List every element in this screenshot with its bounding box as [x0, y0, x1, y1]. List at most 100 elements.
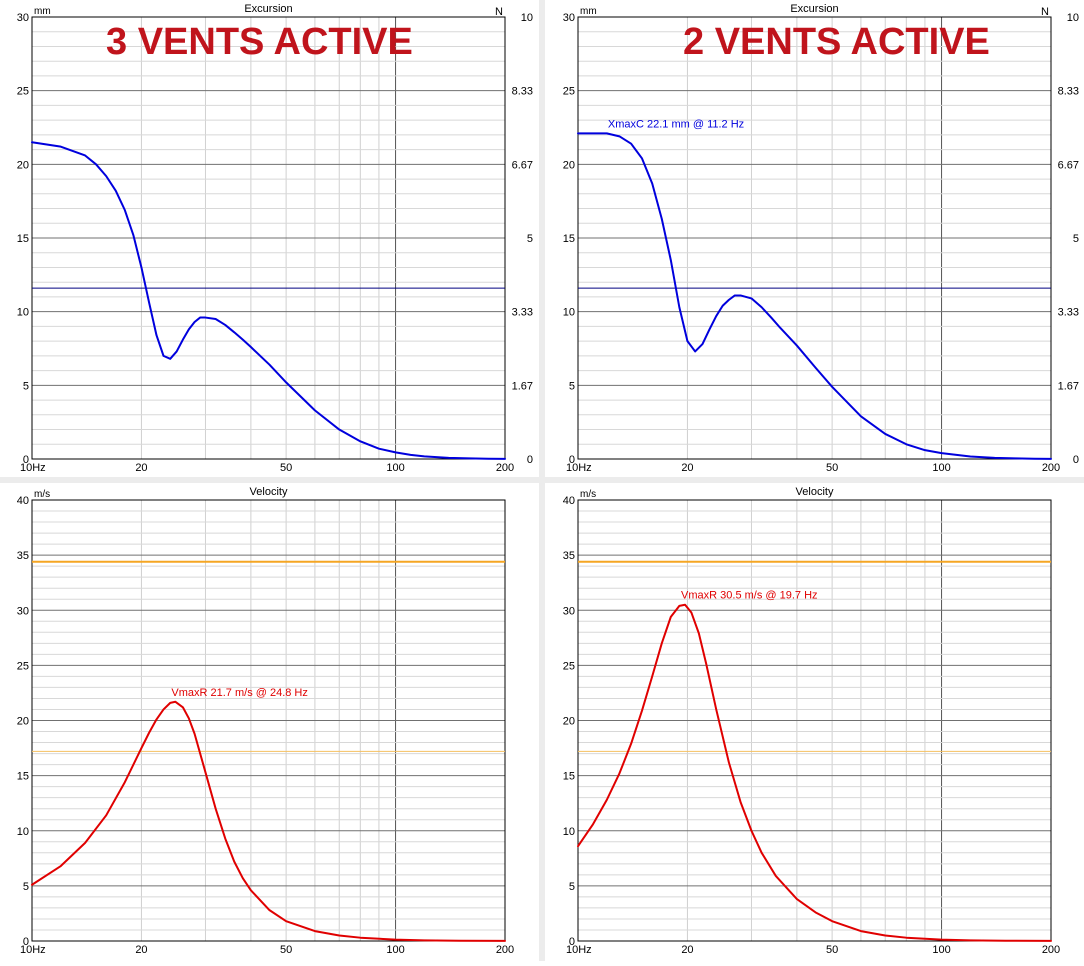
y-tick-label: 5	[569, 881, 575, 893]
annotation-label: VmaxR 21.7 m/s @ 24.8 Hz	[171, 687, 308, 699]
y-tick-label: 15	[563, 771, 575, 783]
y2-axis-unit: N	[495, 6, 503, 18]
y-axis-unit: m/s	[34, 489, 50, 500]
x-tick-label: 200	[1042, 462, 1060, 474]
y-tick-label: 0	[569, 936, 575, 948]
x-tick-label: 10Hz	[20, 944, 46, 956]
y-tick-label: 25	[563, 660, 575, 672]
chart-title: Excursion	[244, 3, 292, 15]
series-line-0	[577, 603, 1052, 942]
velocity-chart-3-vents: 0 5 10 15 20 25 30 35 40 10Hz 20 50 100 200 Velocity m/…	[17, 486, 514, 956]
horizontal-divider	[0, 477, 1084, 483]
y-tick-label: 15	[17, 233, 29, 245]
y2-tick-label: 1.67	[512, 380, 533, 392]
y-tick-label: 20	[17, 159, 29, 171]
y2-tick-label: 3.33	[1058, 307, 1079, 319]
y2-tick-label: 10	[1067, 12, 1079, 24]
x-tick-label: 100	[386, 462, 404, 474]
annotation-label: XmaxC 22.1 mm @ 11.2 Hz	[608, 118, 744, 130]
x-tick-label: 10Hz	[20, 462, 46, 474]
y-tick-label: 10	[563, 307, 575, 319]
velocity-panel-2-vents: 0 5 10 15 20 25 30 35 40 10Hz 20 50 100 200 Velocity m/…	[545, 483, 1084, 961]
banner-text: 3 VENTS ACTIVE	[106, 21, 413, 63]
y-tick-label: 25	[563, 86, 575, 98]
excursion-chart-3-vents: 0 5 10 15 20 25 30 0 1.67 3.33 5 6.67 8.33 10 10Hz 20 50…	[17, 3, 533, 474]
y-tick-label: 20	[17, 716, 29, 728]
excursion-panel-3-vents: 0 5 10 15 20 25 30 0 1.67 3.33 5 6.67 8.33 10 10Hz 20 50…	[0, 0, 539, 477]
plot-frame	[31, 499, 506, 942]
grid	[32, 500, 505, 941]
y-axis-unit: mm	[580, 6, 597, 17]
y-tick-label: 30	[563, 605, 575, 617]
x-tick-label: 20	[681, 462, 693, 474]
series-line-0	[31, 141, 506, 460]
y-tick-label: 10	[17, 307, 29, 319]
velocity-panel-3-vents: 0 5 10 15 20 25 30 35 40 10Hz 20 50 100 200 Velocity m/…	[0, 483, 539, 961]
x-tick-label: 100	[932, 944, 950, 956]
x-tick-label: 20	[681, 944, 693, 956]
y-tick-label: 20	[563, 716, 575, 728]
velocity-chart-2-vents: 0 5 10 15 20 25 30 35 40 10Hz 20 50 100 200 Velocity m/…	[563, 486, 1060, 956]
x-tick-label: 200	[496, 462, 514, 474]
y-tick-label: 10	[563, 826, 575, 838]
y-tick-label: 0	[23, 936, 29, 948]
y-tick-label: 15	[563, 233, 575, 245]
x-tick-label: 20	[135, 462, 147, 474]
y-tick-label: 40	[17, 495, 29, 507]
y-tick-label: 35	[563, 550, 575, 562]
y-tick-label: 5	[569, 380, 575, 392]
y2-tick-label: 0	[527, 454, 533, 466]
annotation-label: VmaxR 30.5 m/s @ 19.7 Hz	[681, 590, 818, 602]
y-tick-label: 0	[23, 454, 29, 466]
grid	[578, 17, 1051, 459]
y2-tick-label: 0	[1073, 454, 1079, 466]
y-axis-unit: m/s	[580, 489, 596, 500]
y-axis-unit: mm	[34, 6, 51, 17]
y-tick-label: 10	[17, 826, 29, 838]
y-tick-label: 30	[17, 605, 29, 617]
grid	[578, 500, 1051, 941]
y2-tick-label: 8.33	[1058, 86, 1079, 98]
x-tick-label: 100	[386, 944, 404, 956]
plot-frame	[577, 499, 1052, 942]
series-line-0	[31, 700, 506, 942]
y-tick-label: 15	[17, 771, 29, 783]
y2-tick-label: 1.67	[1058, 380, 1079, 392]
y-tick-label: 5	[23, 881, 29, 893]
y2-tick-label: 8.33	[512, 86, 533, 98]
y-tick-label: 30	[563, 12, 575, 24]
series-line-0	[577, 132, 1052, 460]
chart-title: Excursion	[790, 3, 838, 15]
chart-title: Velocity	[796, 486, 834, 498]
y-tick-label: 25	[17, 86, 29, 98]
y2-axis-unit: N	[1041, 6, 1049, 18]
x-tick-label: 100	[932, 462, 950, 474]
x-tick-label: 50	[280, 462, 292, 474]
x-tick-label: 200	[496, 944, 514, 956]
x-tick-label: 50	[826, 944, 838, 956]
x-tick-label: 200	[1042, 944, 1060, 956]
y2-tick-label: 6.67	[512, 159, 533, 171]
y2-tick-label: 5	[1073, 233, 1079, 245]
y-tick-label: 0	[569, 454, 575, 466]
y2-tick-label: 6.67	[1058, 159, 1079, 171]
excursion-panel-2-vents: 0 5 10 15 20 25 30 0 1.67 3.33 5 6.67 8.33 10 10Hz 20 50…	[545, 0, 1084, 477]
plot-frame	[31, 16, 506, 460]
y-tick-label: 25	[17, 660, 29, 672]
x-tick-label: 10Hz	[566, 462, 592, 474]
excursion-chart-2-vents: 0 5 10 15 20 25 30 0 1.67 3.33 5 6.67 8.33 10 10Hz 20 50…	[563, 3, 1079, 474]
y-tick-label: 20	[563, 159, 575, 171]
x-tick-label: 50	[280, 944, 292, 956]
y-tick-label: 40	[563, 495, 575, 507]
y-tick-label: 30	[17, 12, 29, 24]
grid	[32, 17, 505, 459]
x-tick-label: 50	[826, 462, 838, 474]
y2-tick-label: 3.33	[512, 307, 533, 319]
chart-title: Velocity	[250, 486, 288, 498]
x-tick-label: 20	[135, 944, 147, 956]
y-tick-label: 35	[17, 550, 29, 562]
y-tick-label: 5	[23, 380, 29, 392]
banner-text: 2 VENTS ACTIVE	[683, 21, 990, 63]
y2-tick-label: 10	[521, 12, 533, 24]
